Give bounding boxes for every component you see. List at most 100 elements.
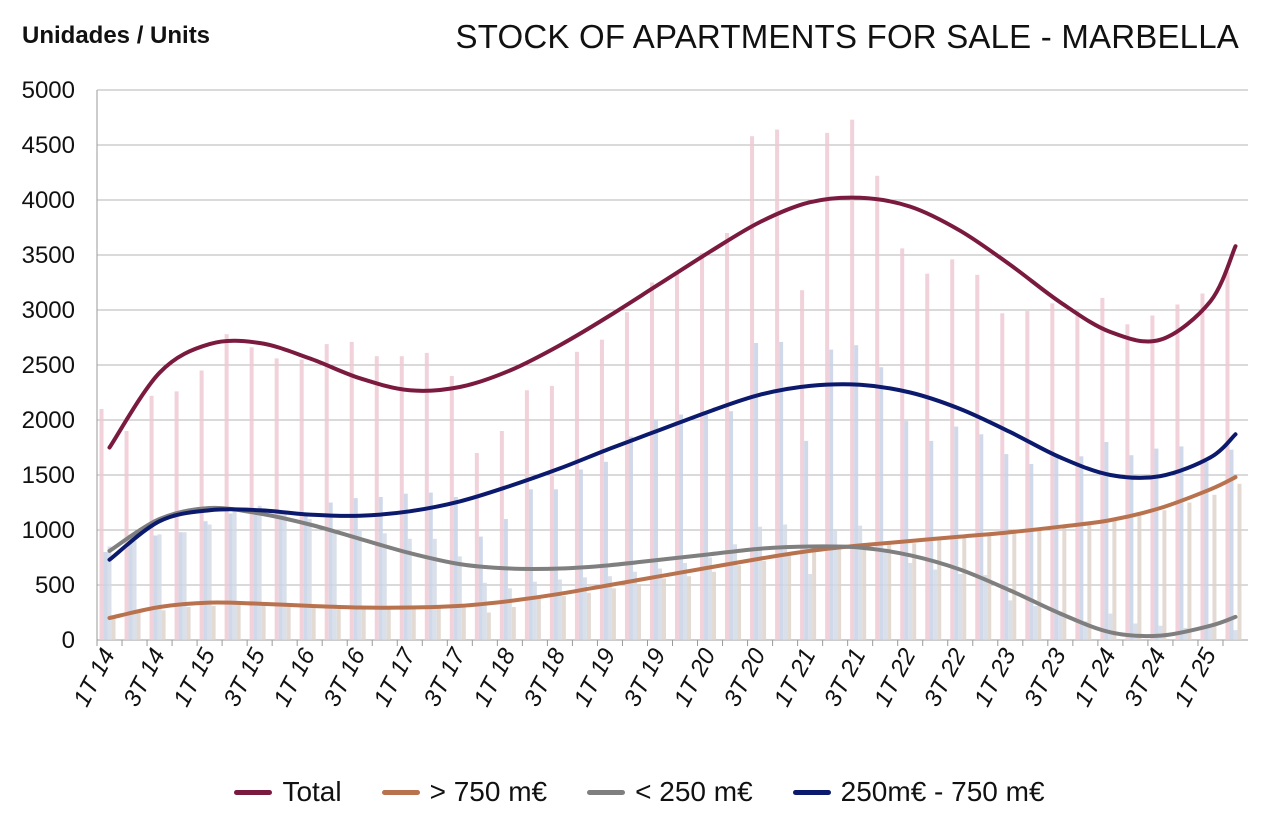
bar-mid: [879, 367, 884, 640]
legend-label: 250m€ - 750 m€: [840, 776, 1045, 807]
bar-high: [837, 548, 842, 640]
bar-total: [299, 359, 304, 640]
bar-low: [107, 546, 112, 640]
bar-total: [975, 274, 980, 640]
bar-total: [249, 347, 254, 640]
bar-mid: [528, 489, 533, 640]
bar-low: [257, 505, 262, 640]
x-tick-label: 3T 24: [1119, 644, 1172, 711]
bar-high: [561, 596, 566, 640]
x-tick-label: 1T 14: [68, 644, 121, 711]
bar-total: [274, 358, 279, 640]
bar-low: [783, 524, 788, 640]
bar-total: [574, 351, 579, 640]
bar-high: [461, 607, 466, 640]
bar-total: [1075, 311, 1080, 640]
bar-low: [733, 544, 738, 640]
bar-low: [983, 575, 988, 640]
bar-mid: [1154, 448, 1159, 640]
bar-high: [236, 603, 241, 640]
y-tick-label: 1000: [22, 517, 75, 544]
bar-high: [611, 588, 616, 640]
bar-high: [1137, 512, 1142, 640]
bar-total: [224, 334, 229, 640]
x-tick-label: 3T 14: [118, 644, 171, 711]
chart-title: STOCK OF APARTMENTS FOR SALE - MARBELLA: [455, 18, 1239, 55]
bar-high: [937, 538, 942, 640]
legend-swatch: [792, 789, 831, 795]
legend-item: > 750 m€: [381, 776, 547, 808]
bar-mid: [704, 414, 709, 640]
bar-total: [775, 129, 780, 640]
bar-low: [132, 541, 137, 640]
bar-mid: [128, 535, 133, 640]
bar-total: [649, 282, 654, 640]
bar-low: [1158, 625, 1163, 640]
bar-low: [307, 519, 312, 640]
bar-high: [411, 607, 416, 640]
bar-high: [586, 592, 591, 640]
bar-mid: [854, 345, 859, 640]
bar-mid: [829, 349, 834, 640]
bar-mid: [1229, 449, 1234, 640]
bar-low: [232, 510, 237, 640]
bar-mid: [679, 414, 684, 640]
bar-mid: [729, 411, 734, 640]
bar-mid: [353, 498, 358, 640]
y-axis-title: Unidades / Units: [22, 22, 211, 49]
bar-low: [833, 530, 838, 640]
bar-total: [599, 339, 604, 640]
y-tick-label: 2500: [22, 352, 75, 379]
bar-total: [124, 431, 129, 640]
bar-mid: [203, 521, 208, 640]
bar-high: [862, 543, 867, 640]
bar-mid: [979, 434, 984, 640]
bar-low: [432, 538, 437, 640]
legend-swatch: [587, 789, 626, 795]
bar-high: [1112, 517, 1117, 640]
bar-low: [357, 530, 362, 640]
bar-mid: [178, 532, 183, 640]
bar-low: [582, 577, 587, 640]
bar-high: [1037, 528, 1042, 640]
bar-low: [607, 576, 612, 640]
bar-mid: [1179, 446, 1184, 640]
x-tick-label: 1T 22: [869, 644, 922, 711]
x-tick-label: 3T 23: [1019, 644, 1072, 711]
bar-high: [161, 610, 166, 640]
bar-high: [336, 609, 341, 640]
bar-mid: [754, 343, 759, 640]
x-tick-label: 3T 19: [619, 644, 672, 711]
bar-high: [712, 571, 717, 640]
bar-total: [1050, 303, 1055, 640]
bar-total: [199, 370, 204, 640]
bar-low: [532, 581, 537, 640]
x-tick-label: 1T 17: [368, 643, 421, 711]
y-tick-label: 5000: [22, 77, 75, 104]
bar-total: [324, 344, 329, 640]
x-tick-label: 1T 16: [268, 644, 321, 711]
bar-high: [136, 612, 141, 640]
bar-low: [1008, 600, 1013, 640]
x-tick-label: 3T 17: [418, 643, 471, 711]
bar-mid: [153, 535, 158, 640]
bar-high: [687, 576, 692, 640]
bar-low: [407, 538, 412, 640]
bar-high: [737, 565, 742, 640]
bar-mid: [478, 536, 483, 640]
bar-high: [912, 543, 917, 640]
bar-high: [987, 534, 992, 640]
bar-low: [1233, 630, 1238, 640]
bar-low: [182, 532, 187, 640]
legend-swatch: [234, 789, 273, 795]
bar-mid: [653, 420, 658, 640]
bar-low: [207, 524, 212, 640]
series-line: [107, 505, 1238, 639]
bar-mid: [328, 502, 333, 640]
x-tick-label: 1T 18: [469, 644, 522, 711]
bar-total: [1200, 293, 1205, 640]
bar-mid: [278, 510, 283, 640]
bar-mid: [103, 552, 108, 640]
bar-mid: [954, 426, 959, 640]
bar-high: [386, 608, 391, 640]
